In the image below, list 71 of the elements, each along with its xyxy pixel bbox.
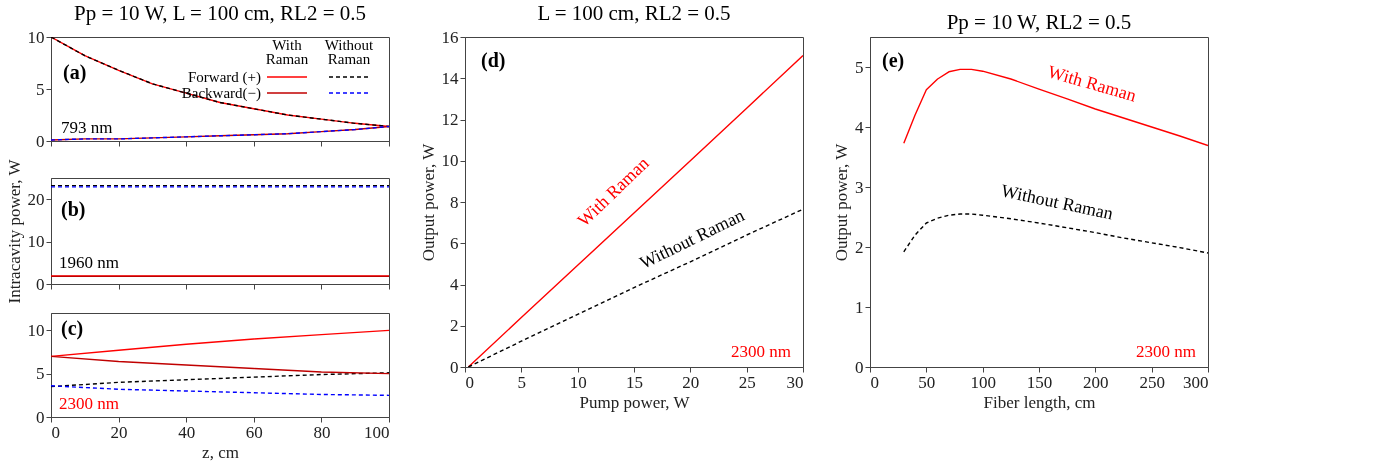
x-tick-label: 250 xyxy=(1139,372,1165,392)
y-axis-title: Intracavity power, W xyxy=(4,158,24,304)
x-tick-label: 50 xyxy=(918,372,936,392)
line-series xyxy=(467,54,803,367)
annotation: 2300 nm xyxy=(59,394,119,413)
chart-title: L = 100 cm, RL2 = 0.5 xyxy=(537,1,731,25)
text: Without Raman xyxy=(999,180,1115,224)
x-tick-label: 5 xyxy=(517,372,527,392)
y-tick-label: 16 xyxy=(441,27,459,47)
annotation: With Raman xyxy=(265,37,309,67)
y-tick-label: 1 xyxy=(855,297,864,317)
annotation: (c) xyxy=(61,317,84,340)
legend-label: Forward (+) xyxy=(187,69,261,86)
x-tick-label: 20 xyxy=(110,422,128,442)
y-tick-label: 12 xyxy=(441,110,459,129)
y-tick-label: 20 xyxy=(27,189,45,209)
x-tick-label: 150 xyxy=(1026,372,1053,392)
x-axis-title: Fiber length, cm xyxy=(983,392,1096,412)
y-tick-label: 5 xyxy=(36,79,45,99)
line-series xyxy=(51,385,389,397)
y-tick-label: 5 xyxy=(855,57,864,77)
x-tick-label: 20 xyxy=(682,372,700,392)
chart-title: Pp = 10 W, L = 100 cm, RL2 = 0.5 xyxy=(73,1,367,25)
x-tick-label: 300 xyxy=(1183,372,1209,392)
y-tick-label: 4 xyxy=(855,117,864,137)
annotation: 793 nm xyxy=(61,118,113,137)
x-tick-label: 0 xyxy=(465,372,474,392)
x-axis-title: Pump power, W xyxy=(579,392,691,412)
x-tick-label: 25 xyxy=(738,372,756,392)
y-tick-label: 2 xyxy=(450,316,459,336)
y-tick-label: 8 xyxy=(450,192,459,212)
legend-label: Backward(−) xyxy=(181,85,261,102)
y-tick-label: 10 xyxy=(27,27,45,47)
y-tick-label: 3 xyxy=(855,177,864,197)
y-tick-label: 0 xyxy=(36,274,45,294)
annotation: 2300 nm xyxy=(1136,342,1196,361)
annotation: (a) xyxy=(63,61,87,84)
annotation: Without Raman xyxy=(324,37,375,67)
annotation: (d) xyxy=(481,49,506,72)
x-tick-label: 0 xyxy=(870,372,879,392)
y-tick-label: 10 xyxy=(441,151,459,171)
annotation: 2300 nm xyxy=(731,342,791,361)
y-tick-label: 0 xyxy=(36,131,45,151)
y-tick-label: 0 xyxy=(855,357,864,377)
y-axis-title: Output power, W xyxy=(418,142,438,262)
y-tick-label: 10 xyxy=(27,320,45,340)
x-tick-label: 15 xyxy=(626,372,643,392)
x-tick-label: 60 xyxy=(245,422,263,442)
x-tick-label: 40 xyxy=(178,422,196,442)
x-tick-label: 100 xyxy=(970,372,996,392)
x-tick-label: 10 xyxy=(569,372,587,392)
annotation: (e) xyxy=(882,49,905,72)
line-series xyxy=(51,355,389,375)
y-tick-label: 10 xyxy=(27,232,45,252)
x-tick-label: 0 xyxy=(51,422,60,442)
x-tick-label: 30 xyxy=(786,372,804,392)
annotation: (b) xyxy=(61,198,86,221)
annotation: 1960 nm xyxy=(59,253,119,272)
x-axis-title: z, cm xyxy=(202,442,239,462)
x-tick-label: 200 xyxy=(1083,372,1109,392)
y-tick-label: 6 xyxy=(450,233,459,253)
y-tick-label: 14 xyxy=(441,68,459,88)
y-tick-label: 4 xyxy=(450,275,459,294)
y-axis-title: Output power, W xyxy=(832,142,851,262)
x-tick-label: 100 xyxy=(364,422,390,442)
y-tick-label: 0 xyxy=(450,357,459,377)
chart-title: Pp = 10 W, RL2 = 0.5 xyxy=(946,10,1132,34)
y-tick-label: 0 xyxy=(36,407,45,427)
text: With Raman xyxy=(1045,61,1139,106)
x-tick-label: 80 xyxy=(313,422,331,442)
y-tick-label: 2 xyxy=(855,237,864,257)
